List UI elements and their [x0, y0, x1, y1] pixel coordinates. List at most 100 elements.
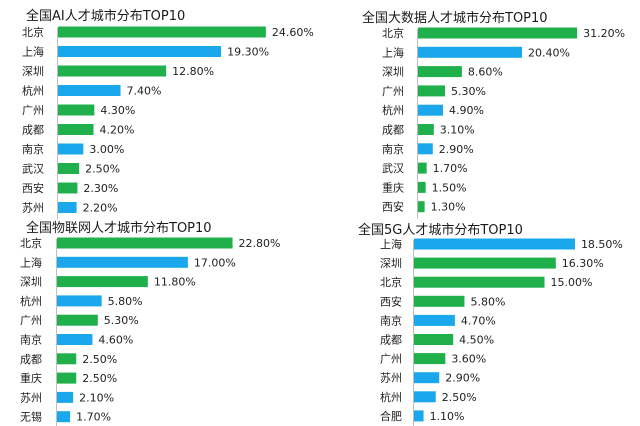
- bar: [57, 372, 77, 384]
- bar: [418, 46, 523, 58]
- category-label: 深圳: [380, 257, 402, 270]
- value-label: 2.30%: [83, 182, 118, 195]
- category-label: 西安: [382, 200, 404, 214]
- value-label: 11.80%: [154, 276, 196, 289]
- value-label: 31.20%: [583, 27, 625, 40]
- bar: [418, 104, 443, 116]
- bar: [58, 143, 84, 155]
- value-label: 2.50%: [85, 163, 120, 176]
- value-label: 8.60%: [468, 66, 503, 79]
- value-label: 24.60%: [272, 26, 314, 39]
- value-label: 2.50%: [82, 353, 117, 366]
- chart-title: 全国5G人才城市分布TOP10: [358, 222, 523, 238]
- category-label: 深圳: [20, 276, 42, 289]
- bar: [57, 353, 77, 365]
- bar: [418, 124, 434, 135]
- bar: [414, 314, 455, 326]
- category-label: 西安: [380, 294, 402, 308]
- bar: [418, 201, 425, 213]
- value-label: 3.00%: [89, 143, 124, 156]
- bar: [58, 104, 95, 116]
- bar: [57, 314, 98, 326]
- category-label: 杭州: [380, 390, 402, 404]
- bar: [418, 181, 426, 193]
- category-label: 武汉: [382, 162, 404, 175]
- category-label: 上海: [382, 45, 404, 59]
- value-label: 5.80%: [470, 295, 505, 308]
- bar: [414, 391, 436, 403]
- category-label: 杭州: [22, 84, 44, 98]
- bar: [58, 124, 94, 135]
- bar: [418, 85, 446, 97]
- bar: [57, 334, 93, 345]
- chart-title: 全国物联网人才城市分布TOP10: [26, 220, 212, 236]
- bar: [418, 27, 578, 39]
- value-label: 2.50%: [82, 372, 117, 385]
- category-label: 北京: [380, 275, 402, 289]
- value-label: 4.90%: [449, 104, 484, 117]
- category-label: 广州: [20, 314, 42, 327]
- category-label: 成都: [382, 124, 404, 137]
- category-label: 北京: [20, 236, 42, 250]
- category-label: 成都: [20, 353, 42, 366]
- value-label: 4.70%: [461, 314, 496, 327]
- value-label: 4.20%: [99, 124, 134, 137]
- category-label: 广州: [380, 353, 402, 366]
- value-label: 5.30%: [104, 314, 139, 327]
- bar: [418, 66, 462, 78]
- category-label: 深圳: [382, 66, 404, 79]
- value-label: 4.50%: [459, 334, 494, 347]
- category-label: 杭州: [20, 294, 42, 308]
- value-label: 1.10%: [430, 410, 465, 423]
- bar: [58, 26, 266, 38]
- category-label: 北京: [382, 26, 404, 40]
- value-label: 1.70%: [76, 411, 111, 424]
- category-label: 广州: [382, 85, 404, 98]
- value-label: 12.80%: [172, 65, 214, 78]
- category-label: 北京: [22, 25, 44, 39]
- value-label: 22.80%: [239, 237, 281, 250]
- category-label: 杭州: [382, 103, 404, 117]
- value-label: 1.30%: [431, 201, 466, 214]
- category-label: 合肥: [380, 409, 402, 423]
- category-label: 上海: [20, 255, 42, 269]
- category-label: 无锡: [20, 410, 42, 424]
- value-label: 16.30%: [562, 257, 604, 270]
- category-label: 重庆: [382, 180, 404, 194]
- value-label: 2.90%: [439, 143, 474, 156]
- category-label: 南京: [380, 313, 402, 327]
- category-label: 重庆: [20, 371, 42, 385]
- bar: [57, 237, 233, 249]
- bar: [58, 202, 77, 213]
- value-label: 4.30%: [100, 104, 135, 117]
- category-label: 广州: [22, 104, 44, 117]
- bar: [57, 256, 188, 268]
- bar: [57, 295, 102, 307]
- value-label: 18.50%: [581, 238, 623, 251]
- category-label: 南京: [22, 142, 44, 156]
- category-label: 苏州: [20, 391, 42, 404]
- bar: [57, 391, 74, 403]
- category-label: 苏州: [22, 202, 44, 215]
- category-label: 成都: [22, 124, 44, 137]
- category-label: 西安: [22, 181, 44, 195]
- value-label: 15.00%: [551, 276, 593, 289]
- bar: [58, 46, 222, 57]
- bar: [418, 143, 433, 155]
- bar: [58, 163, 80, 174]
- value-label: 5.80%: [108, 295, 143, 308]
- value-label: 2.10%: [79, 391, 114, 404]
- category-label: 深圳: [22, 65, 44, 78]
- bar: [414, 334, 454, 345]
- value-label: 4.60%: [98, 334, 133, 347]
- bar: [58, 182, 78, 194]
- value-label: 7.40%: [127, 85, 162, 98]
- value-label: 1.70%: [433, 162, 468, 175]
- bar: [57, 276, 148, 288]
- category-label: 上海: [22, 45, 44, 59]
- value-label: 20.40%: [528, 46, 570, 59]
